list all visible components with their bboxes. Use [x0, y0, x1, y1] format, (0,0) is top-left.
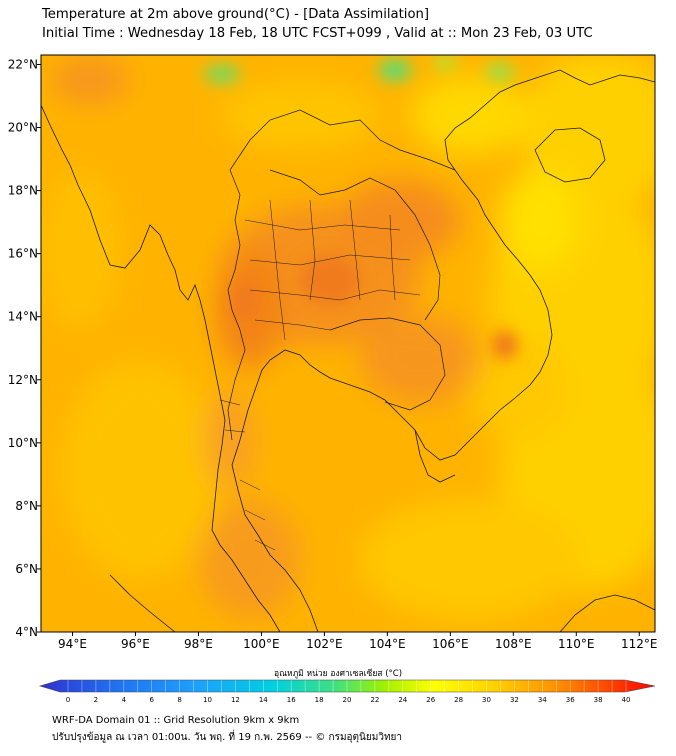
- colorbar-tick-label: 38: [594, 696, 603, 704]
- border-myanmar-thailand: [227, 169, 246, 441]
- lon-tick-label: 94°E: [58, 637, 87, 651]
- map-title-line1: Temperature at 2m above ground(°C) - [Da…: [42, 7, 430, 22]
- colorbar-tick-label: 8: [177, 696, 181, 704]
- temperature-field: [41, 55, 655, 632]
- lat-tick-label: 8°N: [15, 499, 38, 513]
- footer-line2: ปรับปรุงข้อมูล ณ เวลา 01:00น. วัน พฤ. ที…: [52, 732, 403, 743]
- footer-line1: WRF-DA Domain 01 :: Grid Resolution 9km …: [52, 715, 300, 726]
- colorbar-tick-label: 30: [482, 696, 491, 704]
- colorbar-tick-label: 40: [622, 696, 631, 704]
- lon-tick-label: 108°E: [495, 637, 532, 651]
- colorbar: 0 2 4 6 8 10 12 14 16 18 20 22 24 26 28 30 32 34 36 38 40: [38, 679, 656, 704]
- colorbar-tick-label: 22: [370, 696, 379, 704]
- lat-tick-label: 6°N: [15, 562, 38, 576]
- lon-tick-label: 96°E: [121, 637, 150, 651]
- colorbar-tick-label: 26: [426, 696, 435, 704]
- lat-tick-label: 4°N: [15, 625, 38, 639]
- coastlines-borders: [41, 69, 655, 632]
- lat-tick-label: 14°N: [8, 310, 38, 324]
- lon-tick-label: 110°E: [558, 637, 595, 651]
- colorbar-tick-label: 2: [94, 696, 98, 704]
- colorbar-ticks: 0 2 4 6 8 10 12 14 16 18 20 22 24 26 28 30 32 34 36 38 40: [66, 680, 631, 704]
- lon-tick-label: 104°E: [369, 637, 406, 651]
- lat-tick-label: 22°N: [8, 57, 38, 71]
- colorbar-tick-label: 16: [287, 696, 296, 704]
- coastline-north: [444, 69, 655, 171]
- coastline-hainan: [534, 127, 606, 183]
- lat-tick-label: 18°N: [8, 184, 38, 198]
- map-title-line2: Initial Time : Wednesday 18 Feb, 18 UTC …: [42, 26, 593, 41]
- coastline-mekong: [414, 429, 456, 483]
- border-laos: [269, 169, 441, 321]
- lon-tick-label: 98°E: [184, 637, 213, 651]
- border-cambodia: [329, 317, 446, 411]
- colorbar-tick-label: 20: [343, 696, 352, 704]
- coastline-sumatra: [109, 574, 176, 632]
- plot-frame: [40, 54, 656, 633]
- latitude-axis: 22°N 20°N 18°N 16°N 14°N 12°N 10°N 8°N 6°N 4°N: [8, 57, 41, 639]
- colorbar-body: [38, 679, 656, 693]
- lon-tick-label: 112°E: [621, 637, 658, 651]
- coastline-west: [41, 104, 281, 632]
- colorbar-tick-label: 28: [454, 696, 463, 704]
- colorbar-tick-label: 34: [538, 696, 547, 704]
- colorbar-tick-label: 4: [122, 696, 127, 704]
- longitude-axis: 94°E 96°E 98°E 100°E 102°E 104°E 106°E 108°E 110…: [58, 632, 658, 651]
- colorbar-tick-label: 18: [315, 696, 324, 704]
- colorbar-tick-label: 10: [203, 696, 212, 704]
- lon-tick-label: 100°E: [243, 637, 280, 651]
- lat-tick-label: 12°N: [8, 373, 38, 387]
- lat-tick-label: 10°N: [8, 436, 38, 450]
- colorbar-title: อุณหภูมิ หน่วย องศาเซลเซียส (°C): [273, 669, 403, 679]
- colorbar-tick-label: 6: [149, 696, 154, 704]
- colorbar-tick-label: 12: [231, 696, 240, 704]
- border-china: [229, 109, 456, 171]
- lat-tick-label: 16°N: [8, 247, 38, 261]
- coastline-gulf: [231, 169, 553, 466]
- colorbar-tick-label: 24: [398, 696, 407, 704]
- coastline-malay-east: [231, 464, 319, 632]
- lon-tick-label: 106°E: [432, 637, 469, 651]
- coastline-borneo: [559, 594, 655, 632]
- colorbar-tick-label: 32: [510, 696, 519, 704]
- colorbar-tick-label: 14: [259, 696, 268, 704]
- lon-tick-label: 102°E: [306, 637, 343, 651]
- colorbar-tick-label: 36: [566, 696, 575, 704]
- colorbar-tick-label: 0: [66, 696, 70, 704]
- lat-tick-label: 20°N: [8, 121, 38, 135]
